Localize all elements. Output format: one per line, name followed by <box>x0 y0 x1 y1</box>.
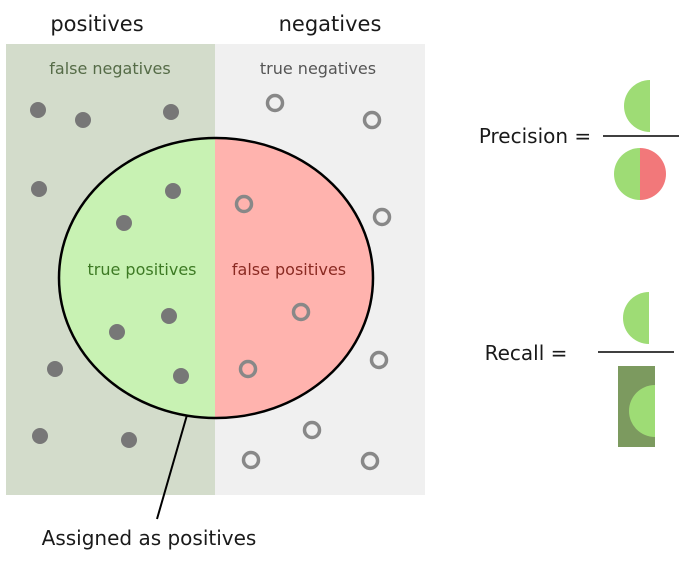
recall-label: Recall = <box>485 341 568 365</box>
precision-denominator-tp-icon <box>614 148 640 200</box>
positive-dot-icon <box>47 361 63 377</box>
precision-label: Precision = <box>479 124 591 148</box>
true-positives-label: true positives <box>87 260 196 279</box>
negative-ring-icon <box>238 359 258 379</box>
recall-numerator-icon <box>623 292 649 344</box>
markers <box>30 93 392 471</box>
negative-ring-icon <box>369 350 389 370</box>
positive-dot-icon <box>109 324 125 340</box>
false-positives-region <box>215 138 373 418</box>
recall-fraction <box>598 292 674 447</box>
assigned-positives-caption: Assigned as positives <box>42 526 257 550</box>
positive-dot-icon <box>30 102 46 118</box>
negative-ring-icon <box>302 420 322 440</box>
assigned-positives-outline <box>57 136 375 420</box>
precision-numerator-icon <box>624 80 650 132</box>
negatives-heading: negatives <box>279 12 382 36</box>
negative-ring-icon <box>265 93 285 113</box>
positive-dot-icon <box>173 368 189 384</box>
precision-fraction <box>603 80 679 200</box>
negative-ring-icon <box>234 194 254 214</box>
positive-dot-icon <box>121 432 137 448</box>
precision-denominator-fp-icon <box>640 148 666 200</box>
negative-ring-icon <box>362 110 382 130</box>
false-positives-label: false positives <box>232 260 346 279</box>
positive-dot-icon <box>31 181 47 197</box>
true-positives-region <box>59 138 215 418</box>
positive-dot-icon <box>116 215 132 231</box>
negative-ring-icon <box>241 450 261 470</box>
assigned-pointer-line <box>156 414 188 520</box>
positive-dot-icon <box>161 308 177 324</box>
positive-dot-icon <box>163 104 179 120</box>
positive-dot-icon <box>32 428 48 444</box>
negative-ring-icon <box>372 207 392 227</box>
positive-dot-icon <box>75 112 91 128</box>
negative-ring-icon <box>291 302 311 322</box>
negative-ring-icon <box>360 451 380 471</box>
recall-denominator-tp-icon <box>629 385 655 437</box>
false-negatives-label: false negatives <box>49 59 170 78</box>
positive-dot-icon <box>165 183 181 199</box>
true-negatives-label: true negatives <box>260 59 376 78</box>
positives-heading: positives <box>50 12 143 36</box>
